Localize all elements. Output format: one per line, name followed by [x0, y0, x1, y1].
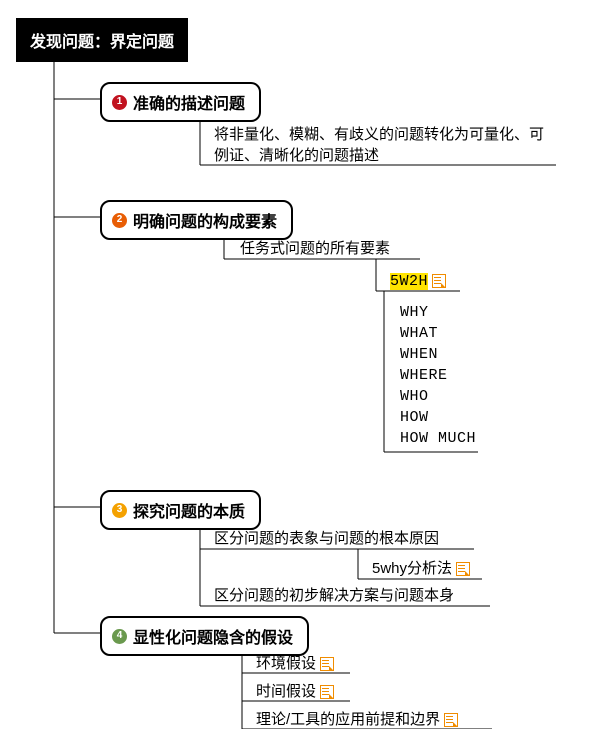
wlist-item: WHEN — [400, 344, 438, 365]
leaf-4-2: 时间假设 — [256, 681, 334, 702]
leaf-4-3: 理论/工具的应用前提和边界 — [256, 709, 458, 729]
leaf-3-2: 区分问题的初步解决方案与问题本身 — [214, 585, 454, 606]
note-icon — [444, 713, 458, 727]
wlist-item: WHY — [400, 302, 429, 323]
leaf-3-1: 区分问题的表象与问题的根本原因 — [214, 528, 439, 549]
wlist-item: WHO — [400, 386, 429, 407]
leaf-4-3-label: 理论/工具的应用前提和边界 — [256, 711, 440, 728]
wlist-item: HOW — [400, 407, 429, 428]
mindmap-canvas: 发现问题：界定问题 1 准确的描述问题 2 明确问题的构成要素 3 探究问题的本… — [0, 0, 600, 729]
leaf-2-1: 任务式问题的所有要素 — [240, 238, 390, 259]
wlist-item: HOW MUCH — [400, 428, 476, 449]
leaf-4-1-label: 环境假设 — [256, 655, 316, 672]
badge-1: 1 — [112, 95, 127, 110]
note-icon — [456, 562, 470, 576]
root-node: 发现问题：界定问题 — [16, 18, 188, 62]
node-1-title: 准确的描述问题 — [133, 90, 245, 114]
node-3-title: 探究问题的本质 — [133, 498, 245, 522]
note-icon — [432, 274, 446, 288]
node-3: 3 探究问题的本质 — [100, 490, 261, 530]
leaf-4-2-label: 时间假设 — [256, 683, 316, 700]
badge-2: 2 — [112, 213, 127, 228]
node-4: 4 显性化问题隐含的假设 — [100, 616, 309, 656]
leaf-5w2h-label: 5W2H — [390, 273, 428, 290]
note-icon — [320, 657, 334, 671]
badge-4: 4 — [112, 629, 127, 644]
node-1: 1 准确的描述问题 — [100, 82, 261, 122]
leaf-5why: 5why分析法 — [372, 558, 470, 579]
root-title: 发现问题：界定问题 — [30, 34, 174, 51]
note-icon — [320, 685, 334, 699]
node-2-title: 明确问题的构成要素 — [133, 208, 277, 232]
leaf-5why-label: 5why分析法 — [372, 560, 452, 577]
leaf-5w2h: 5W2H — [390, 270, 446, 292]
leaf-4-1: 环境假设 — [256, 653, 334, 674]
leaf-1-desc: 将非量化、模糊、有歧义的问题转化为可量化、可例证、清晰化的问题描述 — [214, 124, 544, 166]
node-2: 2 明确问题的构成要素 — [100, 200, 293, 240]
badge-3: 3 — [112, 503, 127, 518]
wlist-item: WHAT — [400, 323, 438, 344]
node-4-title: 显性化问题隐含的假设 — [133, 624, 293, 648]
wlist-item: WHERE — [400, 365, 448, 386]
